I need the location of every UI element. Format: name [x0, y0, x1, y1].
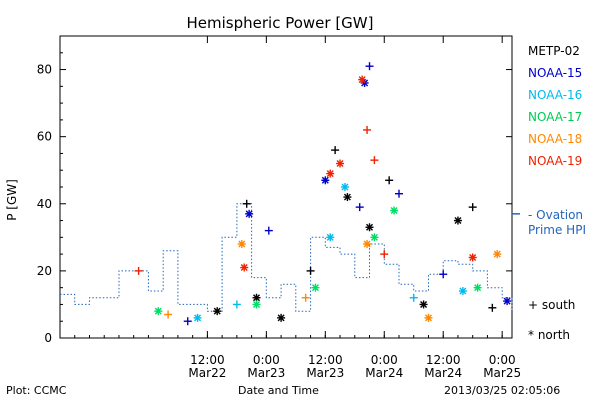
data-point [232, 300, 241, 309]
y-tick-label: 20 [37, 264, 52, 278]
data-point [390, 206, 399, 215]
data-point [331, 146, 340, 155]
legend-item-noaa-18: NOAA-18 [528, 132, 583, 146]
data-point [370, 233, 379, 242]
ovation-layer [60, 203, 520, 312]
footer-center: Date and Time [238, 384, 319, 397]
data-point [301, 293, 310, 302]
y-tick-label: 0 [44, 331, 52, 345]
data-point [311, 283, 320, 292]
data-point [424, 313, 433, 322]
y-tick-label: 60 [37, 130, 52, 144]
data-point [488, 303, 497, 312]
data-point [409, 293, 418, 302]
data-point [277, 313, 286, 322]
ovation-step-line [60, 203, 513, 312]
x-tick-time: 12:00 [426, 353, 461, 367]
data-point [395, 189, 403, 198]
y-tick-label: 40 [37, 197, 52, 211]
x-tick-date: Mar25 [483, 366, 521, 380]
data-point [468, 203, 477, 212]
marker-legend-south: + south [528, 298, 576, 312]
data-point [363, 240, 372, 249]
data-point [358, 75, 367, 84]
axes-layer: 02040608012:00Mar220:00Mar2312:00Mar230:… [37, 36, 521, 380]
data-point [326, 233, 335, 242]
marker-legend-north: * north [528, 328, 571, 342]
data-point [385, 176, 394, 185]
data-point [164, 310, 173, 319]
chart-title: Hemispheric Power [GW] [187, 14, 374, 32]
data-point [493, 250, 502, 259]
data-point [336, 159, 345, 168]
data-point [468, 253, 477, 262]
data-point [240, 263, 249, 272]
footer-right: 2013/03/25 02:05:06 [444, 384, 561, 397]
data-point [380, 250, 389, 259]
data-point [252, 293, 261, 302]
data-point [458, 287, 467, 296]
y-tick-label: 80 [37, 63, 52, 77]
data-point [245, 209, 254, 218]
data-point [419, 300, 428, 309]
data-point [237, 240, 246, 249]
data-point [340, 183, 349, 191]
data-point [252, 300, 261, 309]
x-tick-date: Mar24 [424, 366, 462, 380]
data-point [503, 297, 512, 306]
data-point [264, 226, 273, 235]
legend-item-noaa-15: NOAA-15 [528, 66, 583, 80]
legend-item-noaa-19: NOAA-19 [528, 154, 583, 168]
data-point [213, 307, 222, 316]
data-point [365, 62, 374, 71]
x-tick-time: 0:00 [253, 353, 280, 367]
ovation-legend-line1: - Ovation [528, 208, 584, 222]
data-point [306, 266, 315, 275]
data-point [134, 266, 143, 275]
x-tick-time: 12:00 [190, 353, 225, 367]
ovation-legend: - Ovation Prime HPI [514, 208, 586, 238]
data-point [326, 169, 335, 178]
x-tick-date: Mar23 [247, 366, 285, 380]
legend-item-metp-02: METP-02 [528, 44, 580, 58]
x-tick-time: 0:00 [371, 353, 398, 367]
x-tick-time: 0:00 [489, 353, 516, 367]
data-point [355, 203, 364, 212]
x-tick-date: Mar23 [306, 366, 344, 380]
x-tick-time: 12:00 [308, 353, 343, 367]
data-point [363, 125, 372, 134]
points-layer [134, 62, 512, 326]
footer-left: Plot: CCMC [6, 384, 67, 397]
plot-frame [59, 35, 513, 339]
data-point [453, 216, 462, 225]
ovation-legend-line2: Prime HPI [528, 223, 586, 237]
legend-item-noaa-16: NOAA-16 [528, 88, 583, 102]
data-point [473, 283, 482, 292]
data-point [439, 270, 448, 279]
legend-item-noaa-17: NOAA-17 [528, 110, 583, 124]
data-point [154, 307, 163, 316]
data-point [193, 313, 202, 322]
x-tick-date: Mar24 [365, 366, 403, 380]
data-point [242, 199, 251, 208]
x-tick-date: Mar22 [188, 366, 226, 380]
data-point [343, 193, 352, 202]
y-axis-label: P [GW] [5, 179, 19, 221]
data-point [365, 223, 374, 232]
data-point [183, 317, 192, 326]
data-point [370, 156, 379, 165]
data-point [321, 176, 330, 185]
